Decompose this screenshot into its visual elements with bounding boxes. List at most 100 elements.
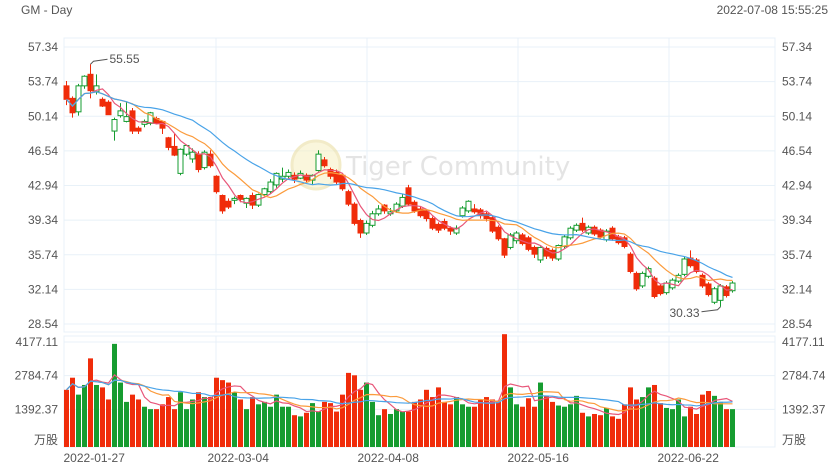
candle-up <box>117 103 124 118</box>
volume-bar <box>244 409 249 447</box>
price-tick-right: 53.74 <box>782 75 812 89</box>
candle-body <box>561 236 568 247</box>
volume-bar <box>496 401 501 447</box>
timestamp: 2022-07-08 15:55:25 <box>716 3 828 17</box>
candle-body <box>315 153 322 171</box>
volume-bar <box>718 401 723 447</box>
candle-body <box>495 226 502 240</box>
volume-bar <box>148 409 153 447</box>
volume-bar <box>322 401 327 447</box>
volume-tick-right: 2784.74 <box>782 369 826 383</box>
volume-bar <box>262 401 267 447</box>
volume-bar <box>562 406 567 447</box>
candle-body <box>657 285 664 295</box>
low-label: 30.33 <box>669 306 699 320</box>
candle-body <box>543 247 550 257</box>
volume-bar <box>478 399 483 447</box>
candle-body <box>447 227 454 232</box>
candle-body <box>213 175 220 193</box>
candle-down <box>135 126 142 134</box>
volume-bar <box>442 401 447 447</box>
candle-body <box>357 220 364 234</box>
volume-bar <box>304 412 309 447</box>
price-tick-right: 57.34 <box>782 40 812 54</box>
volume-bar <box>412 401 417 447</box>
price-tick-right: 32.14 <box>782 282 812 296</box>
candle-down <box>633 271 640 291</box>
volume-bar <box>460 404 465 447</box>
candle-body <box>423 210 430 220</box>
volume-bar <box>580 412 585 447</box>
volume-bar <box>340 394 345 447</box>
candle-body <box>189 151 196 160</box>
candle-body <box>261 188 268 196</box>
candle-body <box>693 259 700 272</box>
candle-down <box>657 283 664 296</box>
candle-body <box>231 197 238 201</box>
candle-body <box>99 98 106 107</box>
candle-down <box>99 97 106 108</box>
volume-bar <box>490 399 495 447</box>
candle-down <box>471 204 478 214</box>
candle-up <box>645 266 652 279</box>
candle-up <box>273 172 280 188</box>
volume-bar <box>568 404 573 447</box>
volume-bar <box>232 392 237 447</box>
volume-bar <box>712 395 717 447</box>
volume-bar <box>574 395 579 447</box>
candle-body <box>177 148 184 174</box>
candle-down <box>345 189 352 207</box>
candle-down <box>105 100 112 116</box>
candle-body <box>681 258 688 275</box>
price-tick-right: 35.74 <box>782 248 812 262</box>
volume-bar <box>352 375 357 447</box>
volume-bar <box>616 418 621 447</box>
candle-down <box>303 173 310 183</box>
volume-bar <box>256 404 261 447</box>
volume-bar <box>622 404 627 447</box>
volume-ma5-line <box>66 373 733 416</box>
candle-body <box>507 234 514 248</box>
volume-bar <box>268 406 273 447</box>
volume-bar <box>178 392 183 447</box>
candle-body <box>627 253 634 272</box>
volume-bar <box>634 399 639 447</box>
candle-body <box>429 218 436 229</box>
volume-bar <box>598 415 603 447</box>
candle-body <box>399 196 406 207</box>
candle-up <box>285 169 292 179</box>
candle-up <box>639 271 646 288</box>
volume-bar <box>376 415 381 447</box>
candle-body <box>579 222 586 231</box>
candle-body <box>345 191 352 205</box>
candle-body <box>375 208 382 215</box>
candle-body <box>465 200 472 212</box>
volume-bar <box>220 380 225 447</box>
volume-bar <box>166 397 171 447</box>
volume-bar <box>646 387 651 447</box>
volume-bar <box>370 401 375 447</box>
x-tick-label: 2022-06-22 <box>658 451 720 465</box>
volume-tick-left: 2784.74 <box>15 369 59 383</box>
candle-down <box>87 64 94 99</box>
candle-body <box>699 274 706 287</box>
candle-up <box>81 75 88 89</box>
candle-up <box>147 111 154 126</box>
volume-ma20-line <box>66 379 733 407</box>
price-tick-left: 39.34 <box>28 213 58 227</box>
candle-body <box>639 272 646 287</box>
volume-bar <box>700 394 705 447</box>
candle-body <box>81 75 88 87</box>
volume-bar <box>586 416 591 447</box>
candle-up <box>729 281 736 293</box>
volume-bar <box>664 407 669 447</box>
candle-down <box>651 276 658 299</box>
volume-bar <box>550 401 555 447</box>
volume-bar <box>202 397 207 447</box>
candle-body <box>501 238 508 256</box>
volume-bar <box>274 394 279 447</box>
chart-title: GM - Day <box>21 3 73 17</box>
volume-ma10-line <box>66 379 733 412</box>
candle-up <box>363 220 370 235</box>
